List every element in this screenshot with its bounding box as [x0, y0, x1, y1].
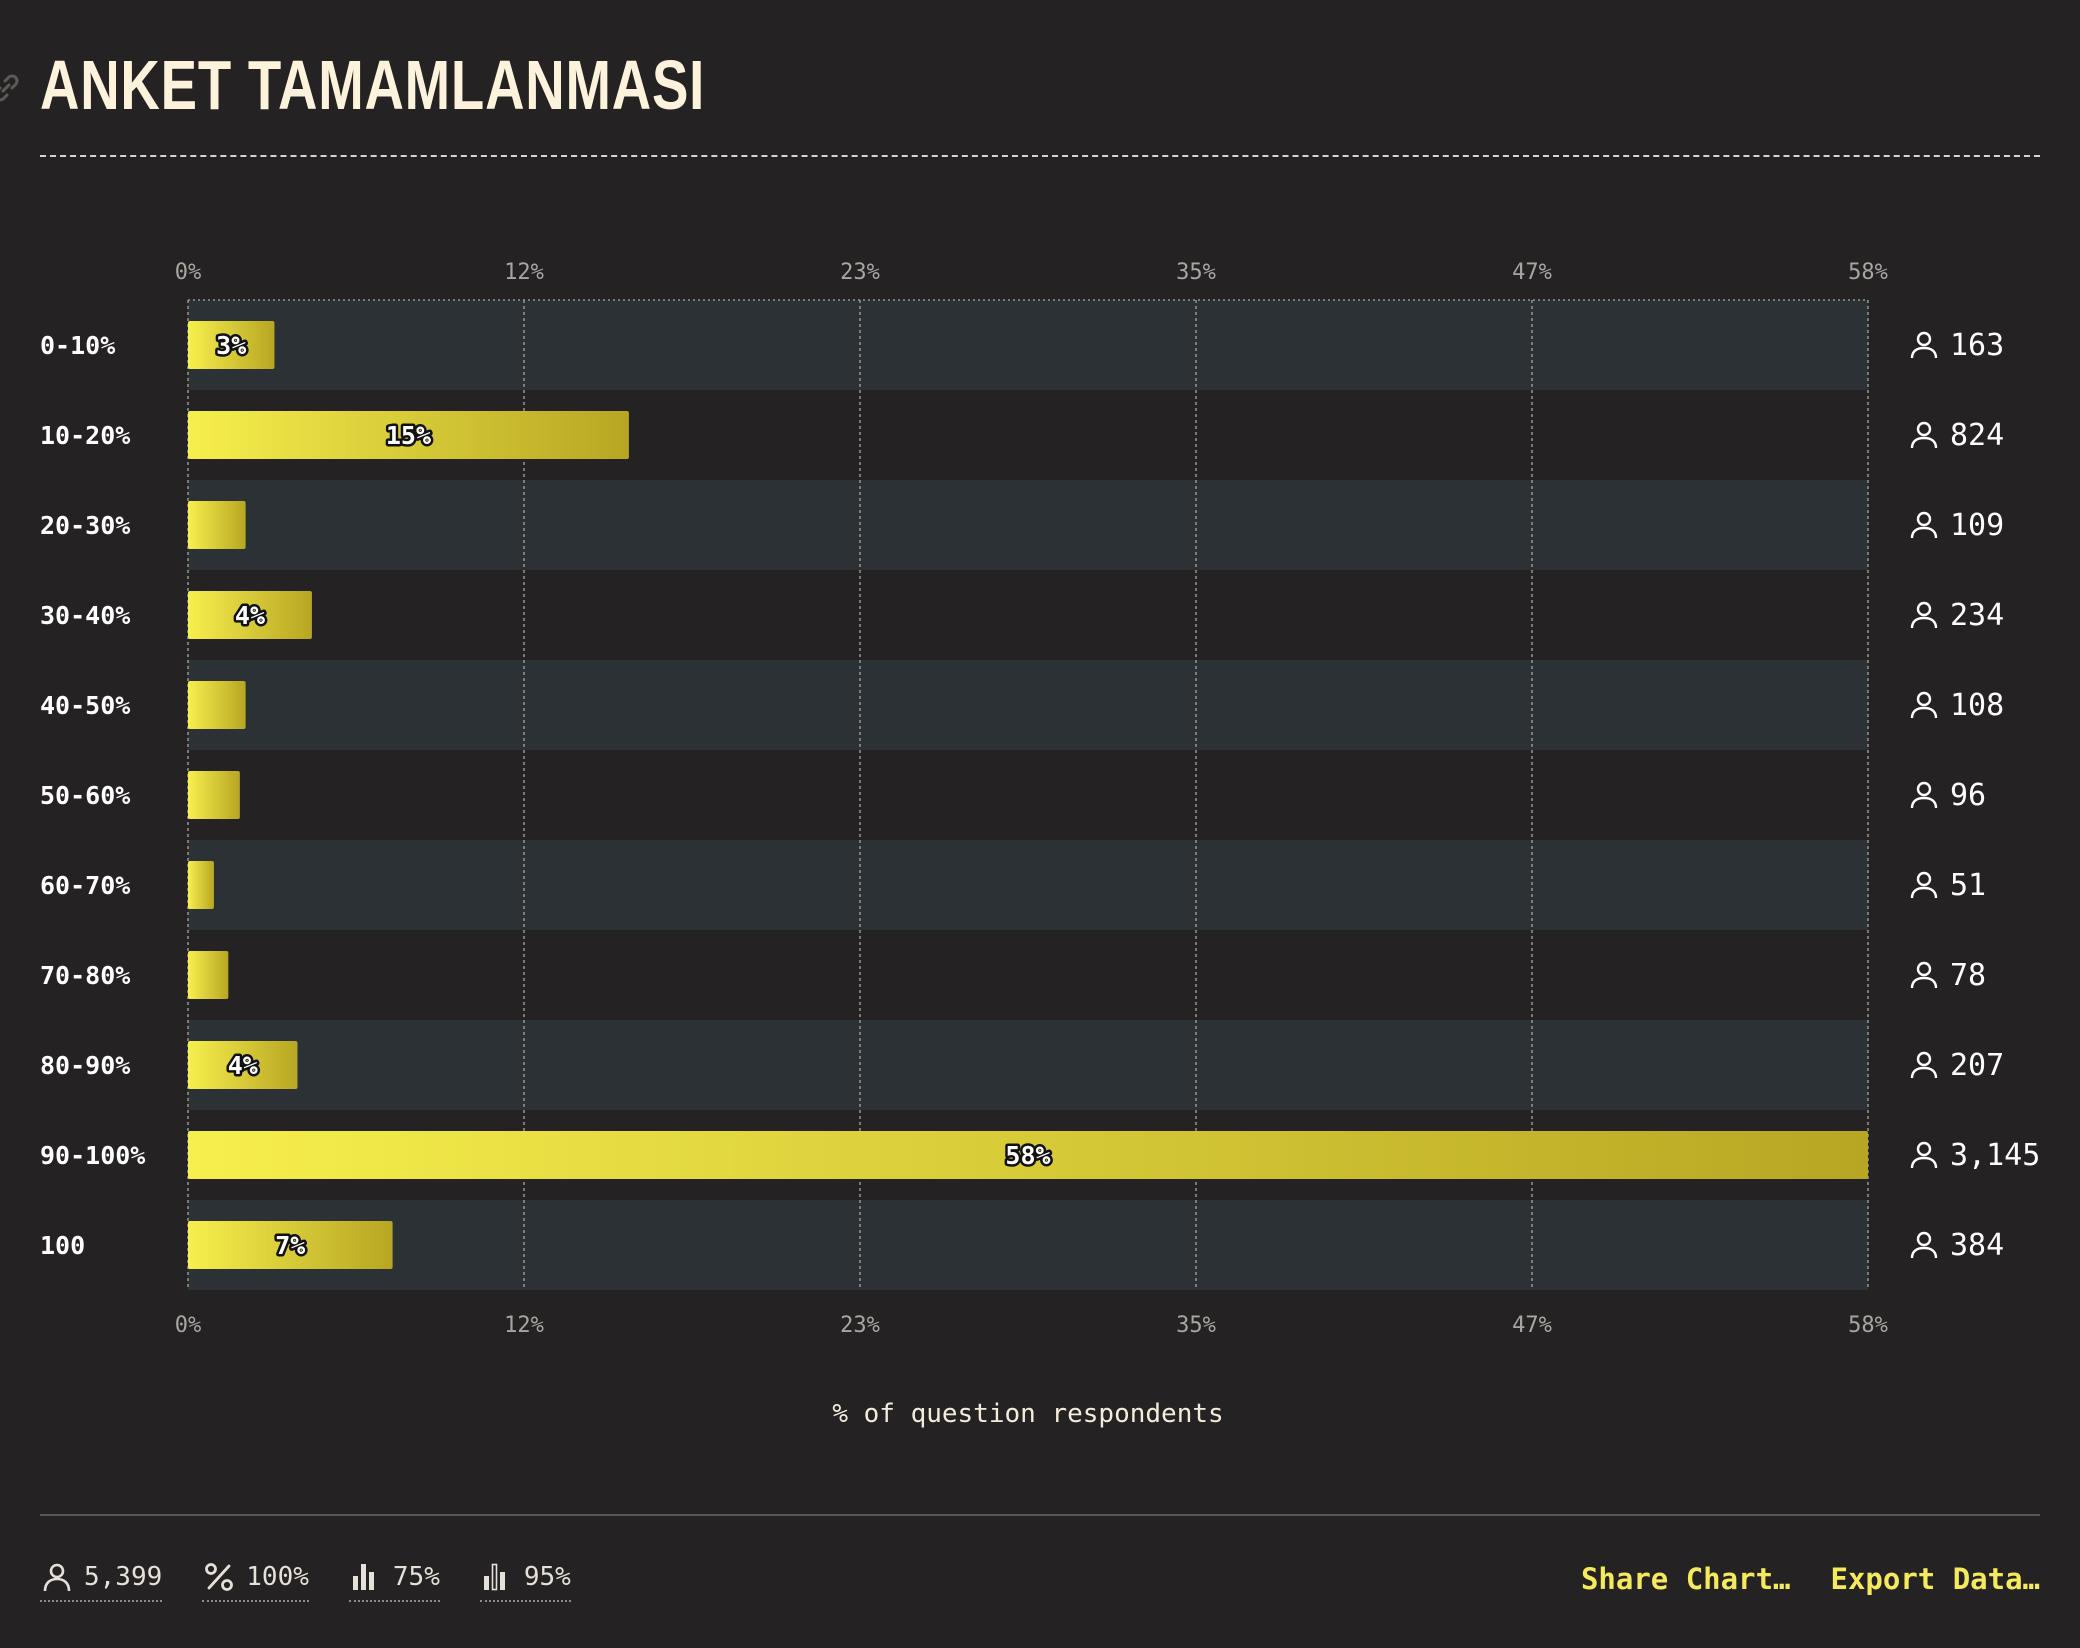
- category-label: 20-30%: [40, 511, 130, 540]
- user-icon: [1910, 961, 1938, 989]
- bar-value-label: 7%: [275, 1231, 305, 1260]
- row-band: [188, 840, 1868, 930]
- x-tick-label-bottom: 12%: [504, 1313, 544, 1338]
- x-tick-label-top: 12%: [504, 260, 544, 285]
- percentile-value: 95%: [523, 1562, 571, 1592]
- x-tick-label-bottom: 23%: [840, 1313, 880, 1338]
- title-divider: [40, 155, 2040, 157]
- bar[interactable]: [188, 591, 312, 639]
- bar-chart-outline-icon: [483, 1563, 505, 1591]
- bar-value-label: 4%: [235, 601, 265, 630]
- user-icon: [1910, 601, 1938, 629]
- x-tick-label-bottom: 47%: [1512, 1313, 1552, 1338]
- row-band: [188, 660, 1868, 750]
- median-value: 75%: [392, 1562, 440, 1592]
- user-icon: [1910, 1141, 1938, 1169]
- bar[interactable]: [188, 1041, 298, 1089]
- category-label: 0-10%: [40, 331, 115, 360]
- bar[interactable]: [188, 411, 629, 459]
- x-axis-label: % of question respondents: [832, 1399, 1223, 1429]
- bar[interactable]: [188, 1131, 1868, 1179]
- bar-chart-icon: [352, 1564, 374, 1590]
- x-tick-label-top: 47%: [1512, 260, 1552, 285]
- bar-value-label: 15%: [386, 421, 431, 450]
- respondent-count: 78: [1950, 958, 1986, 993]
- category-label: 60-70%: [40, 871, 130, 900]
- row-band: [188, 1200, 1868, 1290]
- user-icon: [1910, 1051, 1938, 1079]
- row-band: [188, 300, 1868, 390]
- category-label: 70-80%: [40, 961, 130, 990]
- category-label: 50-60%: [40, 781, 130, 810]
- bar[interactable]: [188, 681, 246, 729]
- x-tick-label-top: 0%: [175, 260, 202, 285]
- category-label: 30-40%: [40, 601, 130, 630]
- category-label: 40-50%: [40, 691, 130, 720]
- percent-icon: [205, 1563, 234, 1591]
- bar-value-label: 4%: [228, 1051, 258, 1080]
- respondent-count: 824: [1950, 418, 2004, 453]
- link-icon[interactable]: [0, 68, 26, 108]
- median-stat[interactable]: 75%: [348, 1560, 440, 1602]
- x-tick-label-top: 35%: [1176, 260, 1216, 285]
- export-data-button[interactable]: Export Data…: [1830, 1562, 2040, 1596]
- chart-title: ANKET TAMAMLANMASI: [40, 46, 706, 124]
- bar[interactable]: [188, 501, 246, 549]
- respondent-count: 163: [1950, 328, 2004, 363]
- bar[interactable]: [188, 951, 229, 999]
- user-icon: [1910, 1231, 1938, 1259]
- user-icon: [43, 1563, 71, 1592]
- category-label: 10-20%: [40, 421, 130, 450]
- respondent-count: 207: [1950, 1048, 2004, 1083]
- row-band: [188, 1020, 1868, 1110]
- bar-chart: 0% 12% 23% 35% 47% 58% 0% 12% 23% 35% 47% 58% 3% 15…: [40, 260, 2040, 1429]
- x-tick-label-top: 23%: [840, 260, 880, 285]
- user-icon: [1910, 691, 1938, 719]
- summary-stats: 5,399 100% 75% 95%: [40, 1560, 571, 1602]
- respondent-count: 384: [1950, 1228, 2004, 1263]
- x-tick-label-bottom: 58%: [1848, 1313, 1888, 1338]
- share-chart-button[interactable]: Share Chart…: [1580, 1562, 1791, 1596]
- user-icon: [1910, 421, 1938, 449]
- user-icon: [1910, 781, 1938, 809]
- x-tick-label-bottom: 35%: [1176, 1313, 1216, 1338]
- respondents-value: 5,399: [84, 1562, 163, 1592]
- x-tick-label-bottom: 0%: [175, 1313, 202, 1338]
- user-icon: [1910, 871, 1938, 899]
- percentile-stat[interactable]: 95%: [479, 1560, 571, 1602]
- footer-divider: [40, 1514, 2040, 1516]
- respondent-count: 96: [1950, 778, 1986, 813]
- respondent-count: 234: [1950, 598, 2004, 633]
- percent-stat[interactable]: 100%: [202, 1560, 309, 1602]
- bar[interactable]: [188, 1221, 393, 1269]
- chart-actions: Share Chart… Export Data…: [1581, 1562, 2040, 1596]
- category-label: 100: [40, 1231, 85, 1260]
- respondents-stat[interactable]: 5,399: [40, 1560, 163, 1602]
- category-label: 90-100%: [40, 1141, 145, 1170]
- x-tick-label-top: 58%: [1848, 260, 1888, 285]
- percent-value: 100%: [246, 1562, 309, 1592]
- row-band: [188, 480, 1868, 570]
- user-icon: [1910, 511, 1938, 539]
- category-label: 80-90%: [40, 1051, 130, 1080]
- bar-value-label: 58%: [1005, 1141, 1050, 1170]
- respondent-count: 51: [1950, 868, 1986, 903]
- bar[interactable]: [188, 861, 214, 909]
- respondent-count: 3,145: [1950, 1138, 2040, 1173]
- bar[interactable]: [188, 321, 275, 369]
- respondent-count: 109: [1950, 508, 2004, 543]
- respondent-count: 108: [1950, 688, 2004, 723]
- bar[interactable]: [188, 771, 240, 819]
- bar-value-label: 3%: [216, 331, 246, 360]
- user-icon: [1910, 331, 1938, 359]
